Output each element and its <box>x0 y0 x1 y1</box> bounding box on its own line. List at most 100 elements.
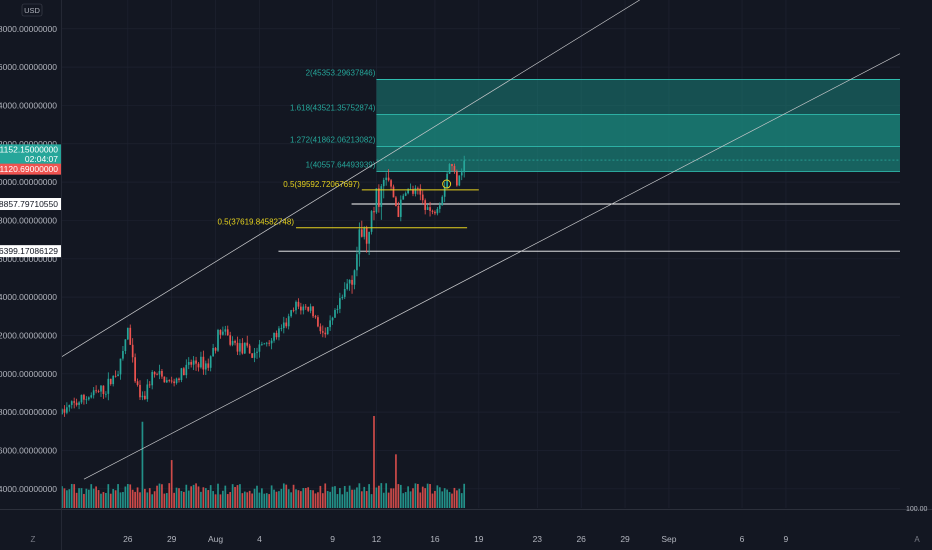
candle-body <box>258 344 261 352</box>
candle-body <box>412 189 414 194</box>
auto-scale-button[interactable]: A <box>914 535 920 544</box>
candle-body <box>146 384 149 400</box>
volume-bar <box>75 492 78 508</box>
candle-body <box>343 289 346 297</box>
channel-line <box>61 0 640 357</box>
volume-bar <box>243 491 246 508</box>
currency-badge[interactable]: USD <box>21 3 43 17</box>
volume-bar <box>358 483 361 508</box>
candle-body <box>112 375 115 385</box>
volume-bar <box>434 490 436 508</box>
candle-body <box>202 356 205 370</box>
candle-body <box>190 362 193 365</box>
candle-body <box>231 341 234 345</box>
candle-body <box>356 254 358 271</box>
volume-bar <box>180 490 183 508</box>
candle-body <box>460 172 463 176</box>
y-axis[interactable]: 24000.00000000 26000.00000000 28000.000000… <box>0 24 57 494</box>
volume-bar <box>83 493 85 508</box>
candle-body <box>100 385 102 392</box>
candle-body <box>119 358 122 375</box>
candle-body <box>197 363 200 368</box>
volume-bar <box>163 493 166 508</box>
candle-body <box>246 342 249 346</box>
x-tick-label: 12 <box>372 534 382 544</box>
candle-body <box>390 180 392 187</box>
candle-body <box>380 186 383 207</box>
candle-body <box>226 329 229 336</box>
volume-bar <box>161 484 163 508</box>
candle-body <box>168 380 171 382</box>
candle-body <box>300 306 302 311</box>
volume-bar <box>200 491 202 508</box>
log-scale-button[interactable]: Z <box>31 535 36 544</box>
marker-circle <box>442 179 452 189</box>
volume-bar <box>319 485 322 508</box>
candle-body <box>431 210 434 212</box>
volume-bar <box>261 488 263 508</box>
volume-bar <box>158 483 161 508</box>
candle-body <box>229 335 232 345</box>
candle-body <box>295 301 297 311</box>
candle-body <box>285 322 288 327</box>
volume-bar <box>222 490 224 508</box>
volume-bar <box>334 486 336 508</box>
candle-body <box>273 332 275 341</box>
volume-bar <box>97 490 100 508</box>
candle-body <box>139 384 141 398</box>
volume-bar <box>265 493 268 508</box>
x-tick-label: 16 <box>430 534 440 544</box>
candle-body <box>214 347 217 351</box>
volume-bar <box>248 490 251 508</box>
x-tick-label: 29 <box>167 534 177 544</box>
volume-bar <box>134 491 136 508</box>
fib-extension: 2(45353.29637846) 1.618(43521.35752874) 1.… <box>290 68 900 172</box>
volume-bar <box>102 492 105 508</box>
y-tick-label: 40000.00000000 <box>0 177 57 187</box>
close-price-box <box>0 163 61 175</box>
volume-bar <box>95 486 97 508</box>
volume-bar <box>214 494 217 508</box>
volume-bar <box>390 488 392 508</box>
volume-bar <box>70 483 73 508</box>
volume-bar <box>136 487 139 508</box>
candle-body <box>458 175 461 186</box>
volume-bar <box>341 494 344 508</box>
candle-body <box>404 193 407 196</box>
y-tick-label: 36000.00000000 <box>0 254 57 264</box>
candle-body <box>92 390 95 396</box>
volume-bar <box>168 483 171 508</box>
candle-body <box>129 327 132 345</box>
volume-bar <box>370 494 373 508</box>
candle-body <box>287 316 290 327</box>
yellow-level-label: 0.5(39592.72067697) <box>283 180 360 189</box>
volume-bar <box>268 494 271 508</box>
volume-bar <box>392 488 395 508</box>
y-tick-label: 38000.00000000 <box>0 215 57 225</box>
candle-body <box>97 391 100 392</box>
y-tick-label: 34000.00000000 <box>0 292 57 302</box>
x-tick-label: 9 <box>330 534 335 544</box>
currency-label: USD <box>24 6 40 15</box>
candle-body <box>329 320 331 328</box>
volume-bar <box>395 454 397 508</box>
x-axis[interactable]: 26 29 Aug 4 9 12 16 19 23 26 29 Sep 6 9 <box>123 534 788 544</box>
candle-body <box>358 229 361 255</box>
candle-body <box>192 360 195 365</box>
volume-bar <box>343 486 346 508</box>
x-tick-label: 6 <box>740 534 745 544</box>
candle-body <box>448 164 451 174</box>
y-tick-label: 30000.00000000 <box>0 369 57 379</box>
current-price-box <box>0 144 61 165</box>
yellow-levels: 0.5(39592.72067697) 0.5(37619.84582748) <box>217 179 479 229</box>
volume-bar <box>402 493 405 508</box>
volume-bar <box>241 493 244 508</box>
volume-bar <box>382 492 385 508</box>
volume-bar <box>453 487 456 508</box>
volume-bar <box>209 485 212 508</box>
volume-bar <box>124 486 127 508</box>
candle-body <box>165 380 168 383</box>
candle-body <box>66 407 68 413</box>
volume-bar <box>387 492 390 508</box>
